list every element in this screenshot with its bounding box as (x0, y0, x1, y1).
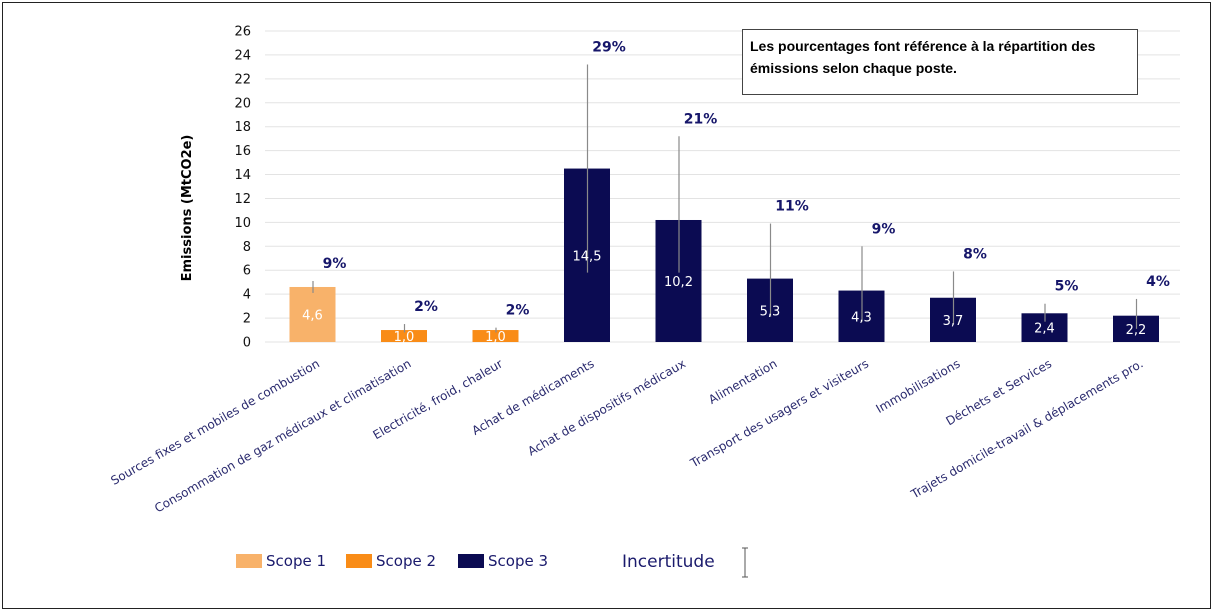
bar-value-label: 2,4 (1034, 322, 1055, 337)
bars (289, 168, 1159, 342)
y-axis-label: Emissions (MtCO2e) (180, 135, 195, 282)
legend-label-scope-3: Scope 3 (488, 552, 549, 570)
percent-label: 21% (684, 111, 718, 127)
y-tick-label: 20 (234, 96, 251, 111)
y-tick-label: 8 (243, 240, 251, 255)
y-tick-label: 12 (234, 192, 251, 207)
y-tick-label: 2 (243, 312, 251, 327)
percent-label: 9% (323, 256, 347, 272)
x-category-label: Achat de dispositifs médicaux (525, 356, 688, 458)
x-category-label: Transport des usagers et visiteurs (687, 356, 871, 470)
bar (289, 286, 336, 342)
x-category-label: Alimentation (706, 356, 779, 406)
percent-label: 29% (592, 39, 626, 55)
legend-item-scope-2: Scope 2 (346, 552, 436, 570)
percent-label: 8% (963, 246, 987, 262)
percent-label: 2% (414, 299, 438, 315)
y-tick-label: 6 (243, 264, 251, 279)
legend-item-scope-1: Scope 1 (236, 552, 326, 570)
legend-label-scope-1: Scope 1 (266, 552, 327, 570)
y-tick-label: 18 (234, 120, 251, 135)
bar-value-label: 10,2 (664, 275, 693, 290)
y-tick-label: 0 (243, 336, 251, 351)
bar-value-label: 14,5 (573, 249, 602, 264)
bar (381, 330, 427, 342)
legend-item-scope-3: Scope 3 (458, 552, 548, 570)
bar-value-label: 4,3 (851, 310, 872, 325)
y-tick-label: 14 (234, 168, 251, 183)
y-tick-label: 26 (234, 25, 251, 40)
bar-value-label: 1,0 (485, 330, 506, 345)
legend-swatch-scope-3 (458, 554, 484, 568)
error-bars (312, 64, 1138, 333)
uncertainty-legend-icon (742, 547, 748, 578)
legend-label-scope-2: Scope 2 (376, 552, 437, 570)
percent-label: 9% (872, 221, 896, 237)
x-axis-categories: Sources fixes et mobiles de combustionCo… (108, 356, 1145, 515)
y-tick-label: 10 (234, 216, 251, 231)
legend-item-uncertainty: Incertitude (622, 552, 715, 572)
x-category-label: Immobilisations (873, 356, 962, 415)
bar (472, 330, 519, 342)
chart-note: Les pourcentages font référence à la rép… (742, 29, 1138, 95)
y-tick-label: 24 (234, 48, 251, 63)
data-labels: 4,69%1,02%1,02%14,529%10,221%5,311%4,39%… (302, 39, 1170, 345)
percent-label: 4% (1146, 274, 1170, 290)
legend-swatch-scope-2 (346, 554, 372, 568)
y-tick-label: 4 (243, 288, 251, 303)
y-tick-label: 16 (234, 144, 251, 159)
bar-value-label: 5,3 (760, 304, 781, 319)
legend-swatch-scope-1 (236, 554, 262, 568)
percent-label: 11% (775, 199, 809, 215)
legend-label-uncertainty: Incertitude (622, 552, 715, 572)
percent-label: 5% (1055, 279, 1079, 295)
percent-label: 2% (506, 303, 530, 319)
grid-lines (265, 30, 1180, 343)
bar-value-label: 3,7 (943, 314, 964, 329)
bar-value-label: 2,2 (1126, 323, 1147, 338)
y-tick-label: 22 (234, 72, 251, 87)
bar-value-label: 4,6 (302, 308, 323, 323)
bar-value-label: 1,0 (394, 330, 415, 345)
